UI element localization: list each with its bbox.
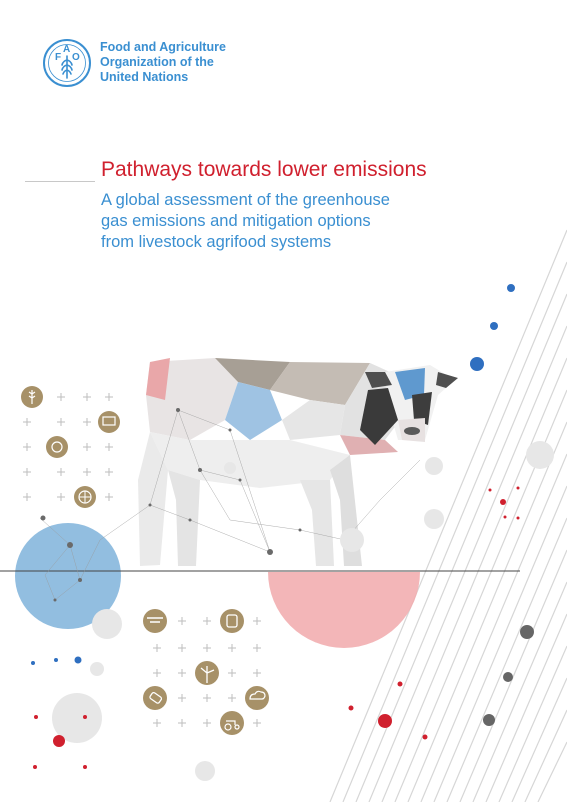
report-title: Pathways towards lower emissions [101, 158, 427, 181]
plus-pattern [23, 393, 113, 501]
biogas-icon [220, 609, 244, 633]
grey-circles [52, 441, 554, 781]
feed-icon [98, 411, 120, 433]
logo-letter: F [55, 52, 61, 63]
wind-turbine-icon [195, 661, 219, 685]
organization-name: Food and Agriculture Organization of the… [100, 40, 260, 85]
diagonal-lines-pattern [329, 229, 567, 802]
plus-pattern-bottom [153, 617, 261, 727]
fao-emblem-icon: F A O [43, 39, 91, 87]
drone-icon [143, 609, 167, 633]
wheat-icon [21, 386, 43, 408]
blue-circle [15, 523, 121, 629]
org-name-line: Food and Agriculture [100, 40, 226, 54]
org-name-line: Organization of the [100, 55, 214, 69]
feed-bottle-icon [143, 686, 167, 710]
livestock-icon [46, 436, 68, 458]
report-subtitle: A global assessment of the greenhouse ga… [101, 190, 390, 253]
red-dots [33, 486, 520, 769]
subtitle-line: A global assessment of the greenhouse [101, 191, 390, 209]
logo-letter: A [63, 44, 70, 55]
blue-dots [31, 284, 515, 665]
title-rule [25, 181, 95, 182]
globe-icon [74, 486, 96, 508]
weather-icon [245, 686, 269, 710]
tractor-icon [220, 711, 244, 735]
subtitle-line: from livestock agrifood systems [101, 233, 332, 251]
pink-half-circle [268, 572, 420, 648]
org-name-line: United Nations [100, 70, 189, 84]
cow-illustration [138, 358, 458, 566]
dark-grey-dots [483, 625, 534, 726]
logo-letter: O [72, 52, 80, 63]
subtitle-line: gas emissions and mitigation options [101, 212, 371, 230]
network-nodes [40, 408, 302, 602]
